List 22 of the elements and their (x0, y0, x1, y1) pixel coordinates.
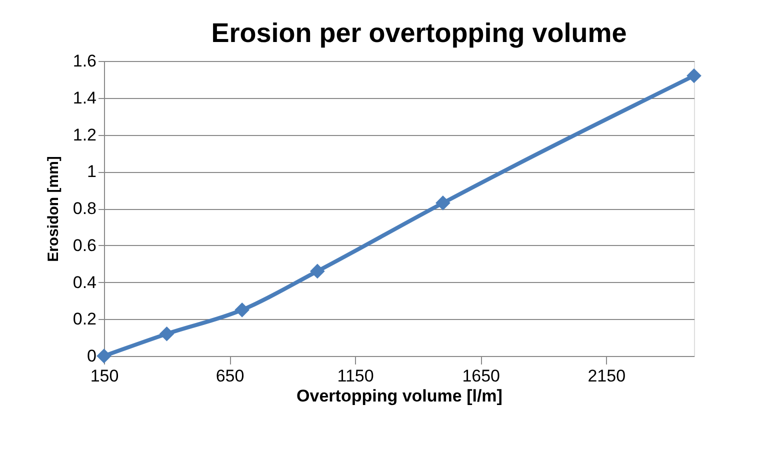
point (436, 196, 450, 210)
x-tick-label: 1150 (337, 366, 374, 386)
y-tick-label: 1.2 (72, 125, 96, 144)
y-tick-label: 0.6 (72, 236, 96, 255)
y-tick-label: 0.8 (72, 199, 96, 218)
point (310, 264, 325, 279)
y-tick-label: 0.4 (72, 272, 96, 292)
x-tick-label: 150 (90, 366, 119, 386)
y-tick-label: 1 (87, 162, 96, 182)
x-tick-label: 2150 (588, 366, 626, 386)
y-tick-label: 1.4 (72, 88, 96, 108)
y-tick-label: 1.6 (72, 52, 96, 70)
x-tick-label: 1650 (462, 366, 500, 386)
point (159, 326, 174, 342)
chart-title: Erosion per overtopping volume (211, 18, 627, 48)
y-tick-label: 0 (87, 346, 96, 366)
x-tick-label: 650 (216, 366, 244, 386)
point (686, 68, 702, 84)
x-axis-title: Overtopping volume [l/m] (296, 386, 502, 406)
y-axis-title: Erosidon [mm] (44, 156, 62, 262)
point (234, 302, 250, 318)
y-tick-label: 0.2 (72, 310, 96, 329)
